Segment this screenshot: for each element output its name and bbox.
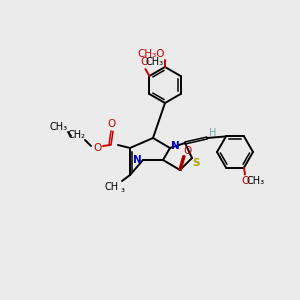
Text: ₃: ₃ <box>120 184 124 194</box>
Text: S: S <box>192 158 200 168</box>
Text: H: H <box>209 128 217 138</box>
Text: N: N <box>133 155 141 165</box>
Text: O: O <box>93 143 101 153</box>
Text: N: N <box>171 141 179 151</box>
Text: CH₃: CH₃ <box>145 57 164 67</box>
Text: CH: CH <box>105 182 119 192</box>
Text: O: O <box>140 57 148 67</box>
Text: CH₂: CH₂ <box>67 130 85 140</box>
Text: CH₃: CH₃ <box>50 122 68 132</box>
Text: O: O <box>183 146 191 156</box>
Text: O: O <box>107 119 115 129</box>
Text: CH₃: CH₃ <box>247 176 265 186</box>
Text: CH₃O: CH₃O <box>137 49 165 59</box>
Text: O: O <box>241 176 249 186</box>
